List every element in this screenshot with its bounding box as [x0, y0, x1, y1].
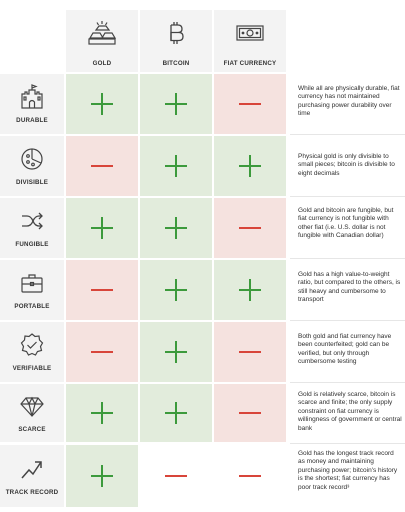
gold-scarce-cell — [66, 384, 138, 442]
trend-up-icon — [19, 456, 45, 482]
briefcase-icon — [19, 270, 45, 296]
bitcoin-icon — [166, 20, 186, 46]
row-label-scarce: SCARCE — [0, 384, 64, 442]
row-label-text: DURABLE — [16, 117, 48, 124]
gold-divisible-cell — [66, 136, 138, 196]
note-divisible: Physical gold is only divisible to small… — [298, 153, 395, 177]
minus-icon — [239, 103, 261, 105]
minus-icon — [239, 351, 261, 353]
plus-icon — [91, 402, 113, 424]
plus-icon — [165, 402, 187, 424]
plus-icon — [91, 93, 113, 115]
minus-icon — [239, 475, 261, 477]
row-label-text: DIVISIBLE — [15, 179, 49, 186]
fiat-track-record-cell — [214, 445, 286, 507]
gold-track-record-cell — [66, 445, 138, 507]
row-label-text: TRACK RECORD — [5, 489, 59, 496]
plus-icon — [165, 279, 187, 301]
minus-icon — [91, 351, 113, 353]
note-scarce: Gold is relatively scarce, bitcoin is sc… — [298, 391, 402, 432]
row-label-text: PORTABLE — [14, 303, 50, 310]
bitcoin-verifiable-cell — [140, 322, 212, 382]
divider — [290, 320, 405, 321]
fiat-fungible-cell — [214, 198, 286, 258]
note-portable: Gold has a high value-to-weight ratio, b… — [298, 271, 401, 304]
column-label-bitcoin: BITCOIN — [162, 60, 190, 67]
column-label-fiat-currency: FIAT CURRENCY — [223, 60, 277, 67]
bitcoin-scarce-cell — [140, 384, 212, 442]
gold-bars-icon — [87, 20, 117, 46]
castle-icon — [19, 84, 45, 110]
divider — [290, 196, 405, 197]
minus-icon — [165, 475, 187, 477]
note-fungible: Gold and bitcoin are fungible, but fiat … — [298, 207, 394, 240]
minus-icon — [239, 412, 261, 414]
row-label-text: FUNGIBLE — [15, 241, 49, 248]
row-label-track-record: TRACK RECORD — [0, 445, 64, 507]
gold-durable-cell — [66, 74, 138, 134]
banknote-icon — [235, 20, 265, 46]
diamond-icon — [19, 393, 45, 419]
fiat-scarce-cell — [214, 384, 286, 442]
row-label-text: SCARCE — [18, 426, 46, 433]
plus-icon — [165, 155, 187, 177]
column-label-gold: GOLD — [92, 60, 112, 67]
fiat-durable-cell — [214, 74, 286, 134]
shuffle-arrows-icon — [19, 208, 45, 234]
divider — [290, 258, 405, 259]
plus-icon — [239, 155, 261, 177]
divider — [290, 382, 405, 383]
minus-icon — [91, 289, 113, 291]
column-header-bitcoin: BITCOIN — [140, 10, 212, 72]
row-label-verifiable: VERIFIABLE — [0, 322, 64, 382]
bitcoin-divisible-cell — [140, 136, 212, 196]
gold-verifiable-cell — [66, 322, 138, 382]
plus-icon — [239, 279, 261, 301]
column-header-fiat: FIAT CURRENCY — [214, 10, 286, 72]
fiat-divisible-cell — [214, 136, 286, 196]
row-label-divisible: DIVISIBLE — [0, 136, 64, 196]
fiat-portable-cell — [214, 260, 286, 320]
gold-portable-cell — [66, 260, 138, 320]
bitcoin-portable-cell — [140, 260, 212, 320]
bitcoin-fungible-cell — [140, 198, 212, 258]
note-track-record: Gold has the longest track record as mon… — [298, 450, 398, 491]
row-label-fungible: FUNGIBLE — [0, 198, 64, 258]
minus-icon — [91, 165, 113, 167]
verified-badge-icon — [19, 332, 45, 358]
bitcoin-track-record-cell — [140, 445, 212, 507]
plus-icon — [91, 217, 113, 239]
plus-icon — [91, 465, 113, 487]
divider — [290, 134, 405, 135]
pizza-slice-icon — [19, 146, 45, 172]
plus-icon — [165, 93, 187, 115]
gold-fungible-cell — [66, 198, 138, 258]
note-durable: While all are physically durable, fiat c… — [298, 85, 400, 118]
row-label-durable: DURABLE — [0, 74, 64, 134]
plus-icon — [165, 217, 187, 239]
note-verifiable: Both gold and fiat currency have been co… — [298, 333, 392, 366]
plus-icon — [165, 341, 187, 363]
divider — [290, 443, 405, 444]
column-header-gold: GOLD — [66, 10, 138, 72]
bitcoin-durable-cell — [140, 74, 212, 134]
fiat-verifiable-cell — [214, 322, 286, 382]
minus-icon — [239, 227, 261, 229]
row-label-portable: PORTABLE — [0, 260, 64, 320]
row-label-text: VERIFIABLE — [12, 365, 52, 372]
